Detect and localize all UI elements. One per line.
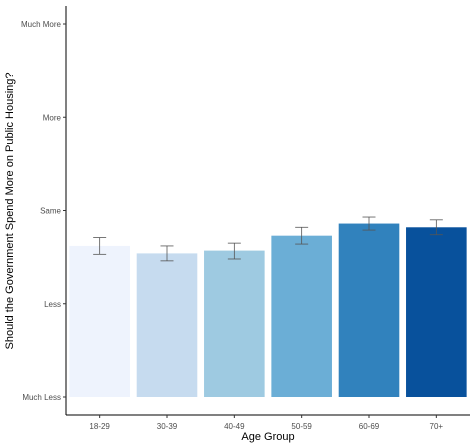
y-tick-label: Much Less <box>22 393 61 402</box>
bar <box>271 235 332 397</box>
bar <box>204 250 265 397</box>
bar <box>136 253 198 397</box>
x-tick-label: 18-29 <box>89 422 110 431</box>
x-tick-label: 40-49 <box>224 422 245 431</box>
x-tick-label: 60-69 <box>359 422 380 431</box>
bar <box>338 223 400 397</box>
x-tick-label: 30-39 <box>157 422 178 431</box>
y-tick-label: Much More <box>21 20 62 29</box>
y-tick-label: More <box>43 113 62 122</box>
error-bars <box>93 216 443 262</box>
x-tick-label: 70+ <box>430 422 444 431</box>
y-tick-label: Less <box>44 300 61 309</box>
bar <box>69 245 130 397</box>
x-axis: 18-29 30-39 40-49 50-59 60-69 70+ <box>66 414 470 431</box>
y-axis: Much Less Less Same More Much More <box>21 6 67 415</box>
bars <box>69 223 467 397</box>
x-axis-title: Age Group <box>241 431 294 443</box>
bar <box>406 227 467 397</box>
x-tick-label: 50-59 <box>291 422 312 431</box>
y-axis-title: Should the Government Spend More on Publ… <box>4 72 16 349</box>
y-tick-label: Same <box>40 207 61 216</box>
